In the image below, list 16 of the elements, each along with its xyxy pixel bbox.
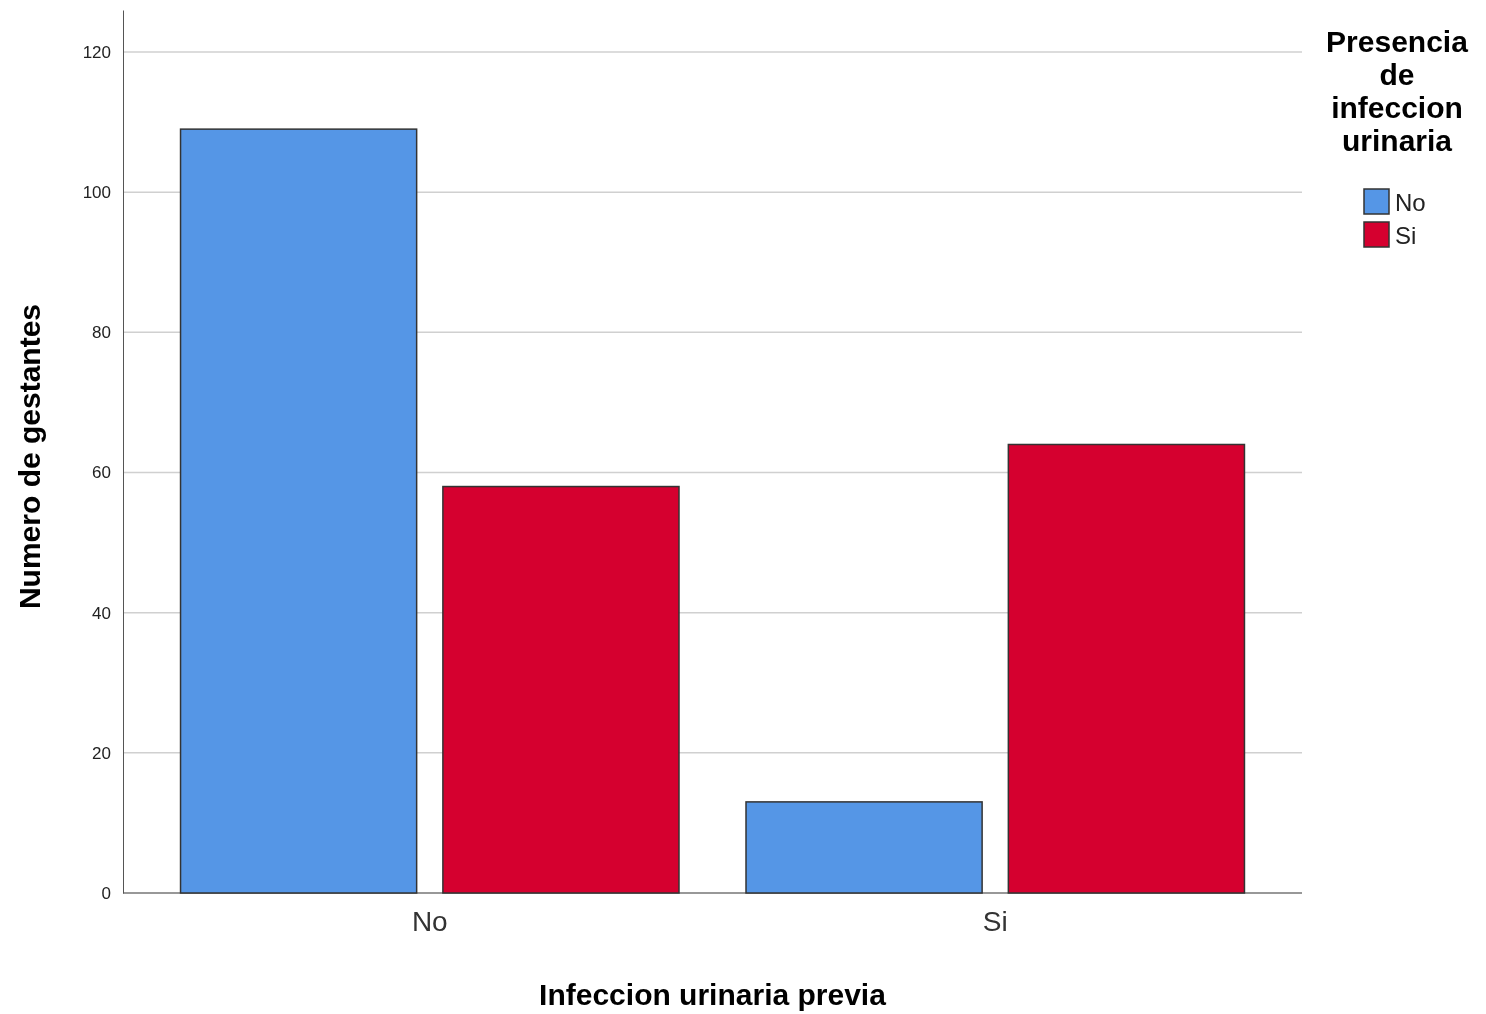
y-axis-title: Numero de gestantes — [13, 303, 46, 610]
y-tick-label: 80 — [92, 323, 111, 343]
legend-label: Si — [1395, 222, 1417, 249]
y-tick-label: 0 — [101, 883, 111, 903]
bar — [179, 128, 418, 894]
y-tick-label: 100 — [82, 183, 111, 203]
legend-label: No — [1395, 189, 1426, 216]
bar — [745, 801, 983, 894]
legend-title: Presencia de infeccion urinaria — [1326, 25, 1469, 157]
y-tick-label: 40 — [92, 603, 111, 623]
y-tick-label: 120 — [82, 42, 111, 62]
y-tick-label: 20 — [92, 743, 111, 763]
bar — [442, 485, 680, 894]
y-tick-label: 60 — [92, 463, 111, 483]
bar — [1007, 443, 1246, 894]
x-axis-title: Infeccion urinaria previa — [539, 978, 887, 1011]
